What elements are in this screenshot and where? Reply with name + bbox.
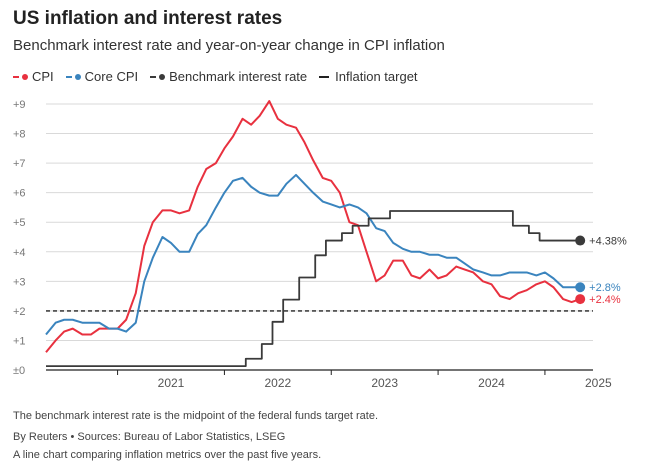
chart-title: US inflation and interest rates (13, 8, 283, 29)
rate-legend-line-icon (150, 75, 157, 78)
x-tick-label: 2024 (478, 376, 505, 390)
y-tick-label: +6 (13, 188, 26, 200)
rate-legend-dot-icon (159, 73, 166, 80)
core-legend-line-icon (65, 75, 72, 78)
x-tick-label: 2023 (371, 376, 398, 390)
target-legend-dash-icon (319, 75, 330, 78)
y-tick-label: +1 (13, 335, 26, 347)
core-legend-dot-icon (74, 73, 81, 80)
x-tick-label: 2022 (264, 376, 291, 390)
x-tick-label: 2025 (585, 376, 612, 390)
source-line: By Reuters • Sources: Bureau of Labor St… (13, 431, 286, 443)
cpi-legend-line-icon (13, 75, 19, 78)
alt-text-line: A line chart comparing inflation metrics… (13, 449, 322, 461)
legend: CPI Core CPI Benchmark interest rate Inf… (13, 69, 430, 84)
legend-label-target: Inflation target (335, 69, 418, 84)
legend-item-target: Inflation target (319, 69, 418, 84)
core-series-line (45, 173, 581, 336)
cpi-end-point (575, 294, 586, 305)
line-chart: ±0 +1 +2 +3 +4 +5 +6 +7 +8 +9 2021 2022 2023 2024 2025… (13, 99, 627, 390)
y-tick-label: +3 (13, 276, 26, 288)
y-tick-label: +4 (13, 247, 26, 259)
footnote: The benchmark interest rate is the midpo… (13, 410, 379, 422)
cpi-legend-dot-icon (22, 73, 28, 80)
rate-series-line (46, 210, 581, 368)
cpi-end-label: +2.4% (589, 294, 621, 306)
y-tick-label: +8 (13, 129, 26, 141)
y-tick-label: +9 (13, 99, 26, 111)
legend-label-core: Core CPI (84, 69, 139, 84)
chart-subtitle: Benchmark interest rate and year-on-year… (13, 37, 445, 54)
legend-label-rate: Benchmark interest rate (169, 69, 308, 84)
legend-item-core: Core CPI (65, 69, 139, 84)
core-end-point (575, 282, 586, 293)
core-end-label: +2.8% (589, 282, 621, 294)
cpi-series-line (45, 100, 581, 353)
legend-item-rate: Benchmark interest rate (150, 69, 307, 84)
x-tick-label: 2021 (158, 376, 185, 390)
rate-end-label: +4.38% (589, 236, 627, 248)
y-tick-label: +2 (13, 306, 26, 318)
legend-label-cpi: CPI (32, 69, 54, 84)
rate-end-point (575, 235, 586, 246)
legend-item-cpi: CPI (13, 69, 54, 84)
y-tick-label: ±0 (13, 365, 25, 377)
y-tick-label: +5 (13, 217, 26, 229)
y-tick-label: +7 (13, 158, 26, 170)
